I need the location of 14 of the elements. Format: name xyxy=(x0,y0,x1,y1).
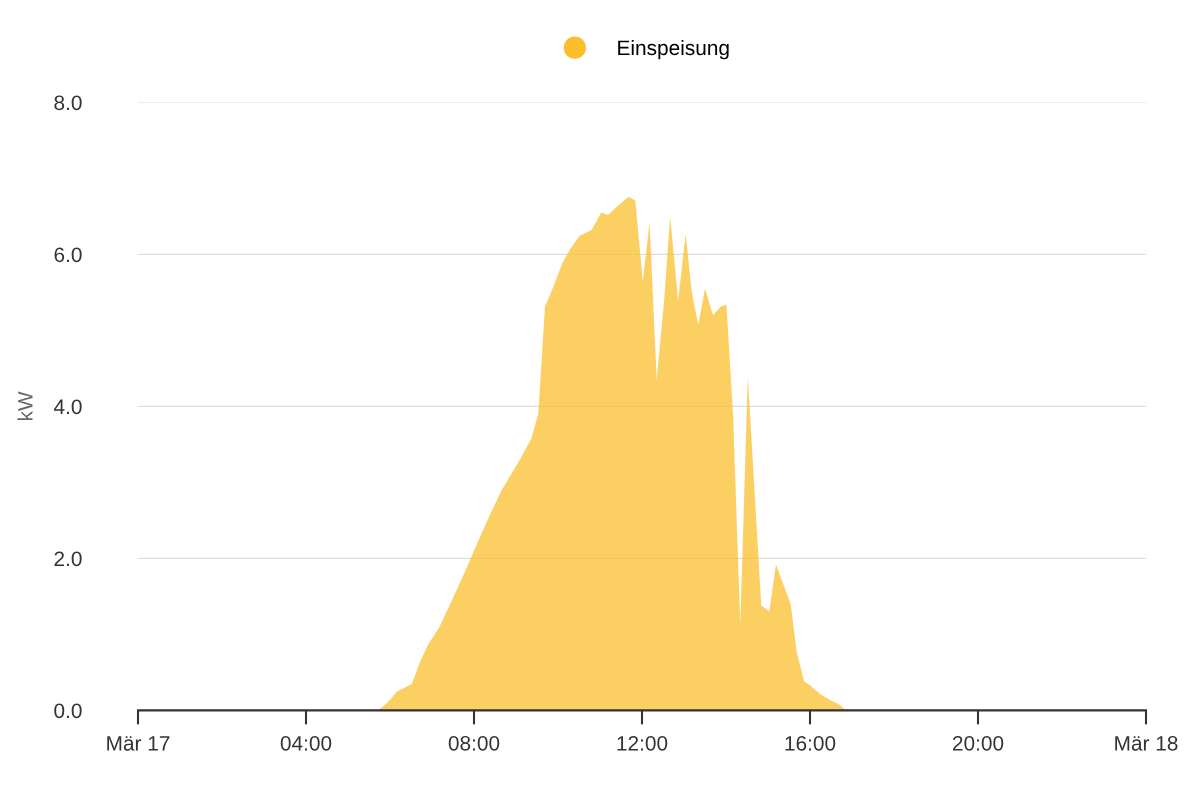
y-axis-title: kW xyxy=(17,391,33,421)
y-tick-label: 4.0 xyxy=(53,399,82,415)
x-tick-label: 04:00 xyxy=(280,735,332,751)
x-tick-label: 12:00 xyxy=(617,735,668,751)
x-tick-label: 20:00 xyxy=(952,735,1004,751)
x-tick-label: Mär 17 xyxy=(107,736,170,751)
x-tick-label: Mär 18 xyxy=(1115,735,1178,751)
x-tick-label: 08:00 xyxy=(448,735,500,751)
y-tick-label: 0.0 xyxy=(54,703,82,719)
y-tick-label: 2.0 xyxy=(54,551,82,567)
legend-label: Einspeisung xyxy=(618,39,729,60)
x-tick-label: 16:00 xyxy=(785,735,836,751)
y-tick-label: 6.0 xyxy=(54,247,82,263)
y-tick-label: 8.0 xyxy=(54,95,82,111)
